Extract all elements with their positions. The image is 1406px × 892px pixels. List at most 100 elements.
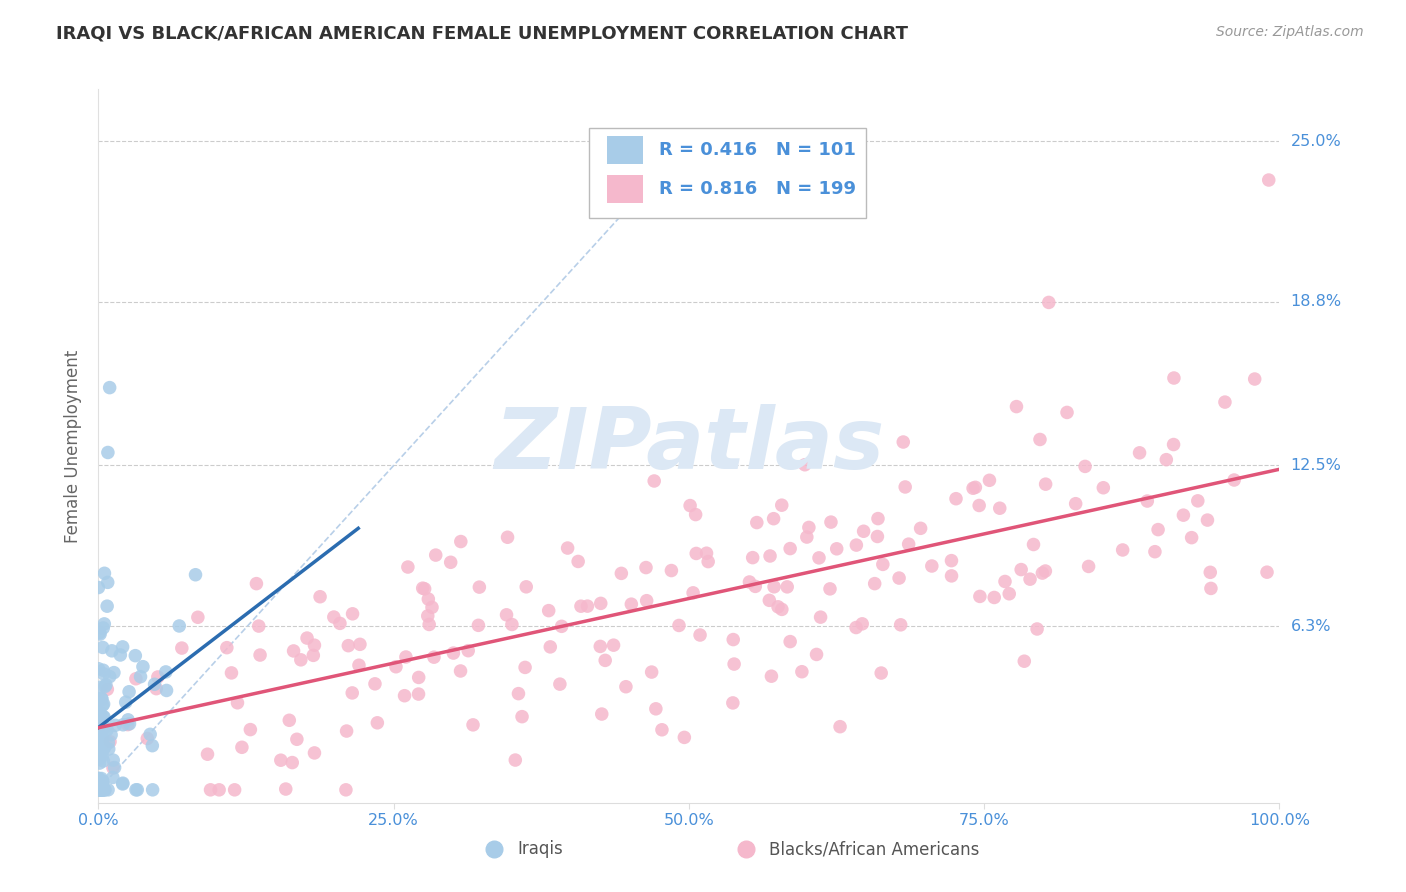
Point (98, 734, 121, 748)
Point (745, 516, 768, 530)
Point (90, 782, 112, 797)
Point (96, 723, 118, 737)
Point (89, 627, 111, 641)
Point (418, 617, 440, 632)
Text: R = 0.416   N = 101: R = 0.416 N = 101 (659, 141, 856, 159)
Point (145, 681, 167, 696)
Point (342, 686, 364, 700)
Point (118, 716, 141, 731)
Text: 18.8%: 18.8% (1291, 294, 1341, 310)
Point (329, 616, 352, 631)
Point (790, 665, 813, 679)
Text: 25.0%: 25.0% (1291, 134, 1341, 149)
Point (93, 697, 115, 711)
Point (697, 555, 720, 569)
Point (1136, 494, 1159, 508)
Point (169, 619, 191, 633)
Point (335, 782, 357, 797)
Point (245, 576, 267, 591)
Point (117, 713, 139, 727)
Point (117, 717, 139, 731)
Point (89, 744, 111, 758)
Point (644, 702, 666, 716)
Point (983, 591, 1005, 605)
Point (91, 781, 114, 796)
Point (93, 782, 115, 797)
Point (90, 772, 112, 786)
Point (118, 685, 141, 699)
Point (89, 680, 111, 694)
Point (450, 534, 472, 549)
Point (779, 634, 801, 648)
Point (921, 559, 943, 574)
Point (278, 713, 301, 727)
Point (467, 618, 489, 632)
Point (591, 707, 613, 722)
Point (155, 683, 177, 698)
Point (589, 640, 612, 654)
Point (1111, 543, 1133, 558)
Point (689, 628, 711, 642)
Point (1074, 459, 1097, 474)
Point (91, 709, 114, 723)
Point (1199, 582, 1222, 596)
Point (416, 608, 439, 623)
Point (569, 599, 592, 614)
Point (994, 574, 1017, 589)
Point (1005, 400, 1028, 414)
Text: R = 0.816   N = 199: R = 0.816 N = 199 (659, 180, 856, 198)
Point (538, 640, 561, 654)
Point (231, 740, 253, 755)
Point (1223, 473, 1246, 487)
Point (283, 644, 305, 658)
Point (281, 756, 304, 770)
Point (125, 672, 148, 686)
Point (91, 782, 114, 797)
Point (89, 782, 111, 797)
Point (208, 782, 231, 797)
Point (114, 695, 136, 709)
Point (1035, 564, 1057, 578)
Point (640, 665, 662, 679)
Point (87, 782, 110, 797)
Point (200, 782, 222, 797)
Point (87, 782, 110, 797)
Point (96, 682, 118, 697)
Point (129, 670, 152, 684)
Point (91, 663, 114, 677)
Point (796, 530, 818, 544)
Point (89, 734, 111, 748)
Point (337, 639, 360, 653)
Point (723, 632, 745, 647)
Point (894, 480, 917, 494)
Point (1035, 477, 1057, 491)
Point (1213, 395, 1236, 409)
Point (104, 718, 127, 732)
Point (872, 558, 894, 572)
Point (93, 782, 115, 797)
Point (744, 579, 766, 593)
Point (1064, 497, 1087, 511)
Point (866, 529, 889, 543)
Point (870, 666, 893, 681)
Point (89, 782, 111, 797)
Point (91, 698, 114, 713)
Point (759, 549, 782, 563)
Point (614, 680, 637, 694)
Point (274, 782, 297, 797)
Point (758, 593, 780, 607)
Point (941, 569, 963, 583)
Point (366, 715, 388, 730)
Point (103, 753, 125, 767)
Point (87, 708, 110, 723)
Point (696, 546, 718, 560)
Point (723, 657, 745, 671)
Point (309, 590, 332, 604)
Point (89, 780, 111, 795)
Point (820, 515, 842, 529)
Point (567, 554, 589, 568)
Point (761, 669, 783, 683)
Point (1010, 563, 1032, 577)
Point (184, 567, 207, 582)
Point (87, 772, 110, 786)
